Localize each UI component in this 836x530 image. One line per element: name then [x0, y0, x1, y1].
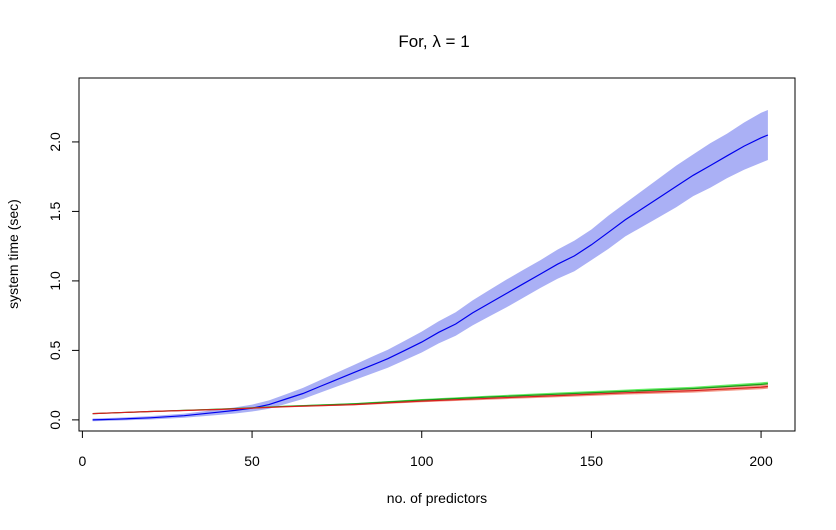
plot-frame — [78, 77, 796, 432]
x-tick-label: 0 — [78, 453, 86, 469]
x-axis: 0 50 100 150 200 — [78, 430, 773, 469]
y-tick-label: 0.0 — [47, 410, 63, 430]
series-line-red — [92, 385, 768, 415]
y-tick-label: 1.0 — [47, 271, 63, 291]
x-tick-label: 100 — [410, 453, 434, 469]
series-band-green — [92, 381, 768, 414]
series-lines — [92, 134, 769, 421]
y-tick-label: 2.0 — [47, 132, 63, 152]
y-tick-label: 0.5 — [47, 340, 63, 360]
chart-title: For, λ = 1 — [398, 32, 469, 51]
confidence-bands — [92, 110, 768, 422]
y-axis-label: system time (sec) — [5, 199, 21, 309]
series-band-blue — [92, 110, 768, 422]
x-tick-label: 150 — [580, 453, 604, 469]
x-tick-label: 50 — [244, 453, 260, 469]
y-tick-label: 1.5 — [47, 201, 63, 221]
y-axis: 0.0 0.5 1.0 1.5 2.0 — [47, 132, 80, 430]
x-tick-label: 200 — [749, 453, 773, 469]
x-axis-label: no. of predictors — [387, 490, 487, 506]
